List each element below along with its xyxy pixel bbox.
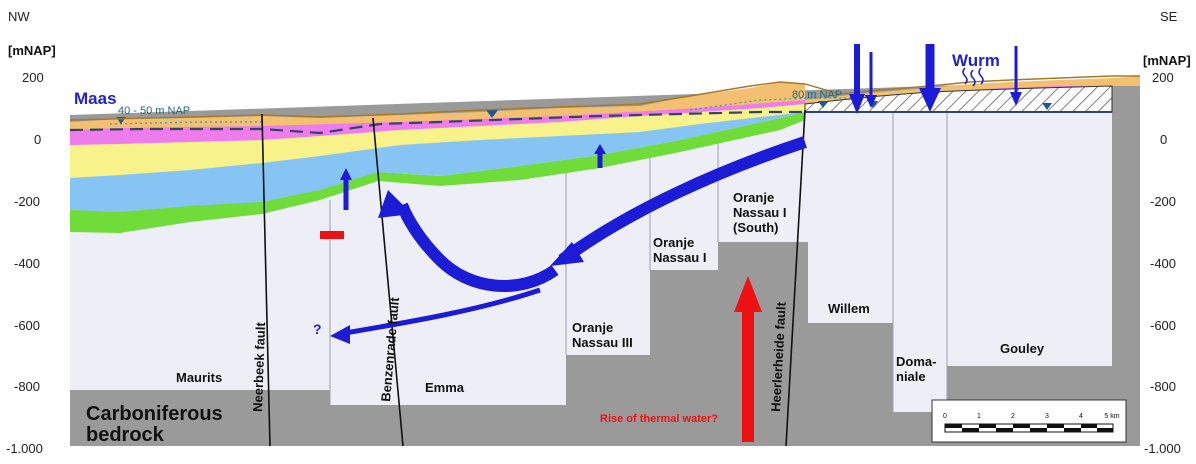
direction-se: SE [1160, 9, 1178, 24]
flow-arrows [330, 136, 807, 344]
mine-willem: Willem [828, 301, 870, 316]
blue-layer [70, 108, 805, 212]
scale-bar: 0 1 2 3 4 5 km [931, 399, 1127, 443]
orange-layer [70, 82, 805, 130]
small-up-arrowhead-1 [340, 168, 352, 180]
neerbeek-fault-label: Neerbeek fault [250, 321, 268, 412]
right-tick: 0 [1160, 132, 1167, 147]
scale-tick: 0 [943, 413, 947, 420]
scale-tick: 4 [1079, 413, 1083, 420]
thermal-water-label: Rise of thermal water? [600, 413, 718, 425]
scale-tick: 2 [1011, 413, 1015, 420]
yellow-layer [70, 100, 805, 178]
groundwater-table [69, 110, 805, 135]
mine-emma: Emma [425, 380, 465, 395]
question-mark: ? [313, 321, 322, 337]
scale-tick: 5 km [1104, 413, 1119, 420]
right-tick: -400 [1150, 256, 1176, 271]
right-tick: -800 [1150, 379, 1176, 394]
water-level-left-label: 40 - 50 m NAP [118, 105, 190, 117]
water-level-right-label: 80 m NAP [792, 89, 842, 101]
left-tick: 200 [22, 70, 44, 85]
left-tick: -400 [14, 256, 40, 271]
left-tick: 0 [34, 132, 41, 147]
deep-flow-arrow-shaft [344, 287, 541, 336]
surface-line [69, 75, 1140, 121]
heerlerheide-fault-label: Heerlerheide fault [768, 301, 789, 412]
water-level-line-right [689, 97, 860, 111]
direction-nw: NW [8, 9, 30, 24]
main-flow-arrow-shaft [558, 136, 807, 265]
mine-oranje-nassau-i-l2: Nassau I [653, 250, 706, 265]
small-up-arrowhead-2 [594, 144, 606, 154]
mine-oranje-nassau-i-south-l3: (South) [733, 220, 778, 235]
left-tick: -1.000 [6, 441, 43, 456]
deep-flow-arrowhead [330, 325, 350, 344]
unit-label-right: [mNAP] [1143, 53, 1191, 68]
left-tick: -600 [14, 318, 40, 333]
mine-maurits: Maurits [176, 370, 222, 385]
heerlerheide-fault-line [785, 109, 806, 447]
unit-label-left: [mNAP] [8, 43, 56, 58]
water-level-line-left [109, 121, 262, 125]
maas-label: Maas [74, 89, 117, 108]
mine-gouley: Gouley [1000, 341, 1045, 356]
green-layer [70, 112, 805, 233]
neerbeek-fault-line [261, 113, 271, 447]
mine-domaniale-l1: Doma- [896, 354, 936, 369]
mine-oranje-nassau-iii-l1: Oranje [572, 320, 613, 335]
wurm-label: Wurm [952, 51, 1000, 70]
left-axis-ticks: 200 0 -200 -400 -600 -800 -1.000 [6, 70, 44, 456]
mine-oranje-nassau-i-l1: Oranje [653, 235, 694, 250]
curve-arrowhead [378, 190, 412, 218]
right-tick: -200 [1150, 194, 1176, 209]
bedrock-label-l1: Carboniferous [86, 403, 223, 425]
curve-arrow-shaft [396, 202, 559, 292]
right-tick: -1.000 [1144, 441, 1181, 456]
scale-tick: 1 [977, 413, 981, 420]
mine-oranje-nassau-i-south-l2: Nassau I [733, 205, 786, 220]
benzenrade-fault-line [372, 117, 404, 447]
thermal-water-arrow [734, 276, 762, 442]
mine-domaniale-l2: niale [896, 369, 926, 384]
red-marker [320, 231, 344, 239]
left-tick: -800 [14, 379, 40, 394]
main-flow-arrowhead [550, 242, 584, 266]
right-tick: 200 [1152, 70, 1174, 85]
right-axis-ticks: 200 0 -200 -400 -600 -800 -1.000 [1144, 70, 1181, 456]
wurm-infiltration-icon [962, 67, 984, 87]
mine-oranje-nassau-i-south-l1: Oranje [733, 190, 774, 205]
right-tick: -600 [1150, 318, 1176, 333]
scale-tick: 3 [1045, 413, 1049, 420]
left-tick: -200 [14, 194, 40, 209]
recharge-arrows [849, 44, 1022, 114]
bedrock-label-l2: bedrock [86, 424, 165, 446]
mine-oranje-nassau-iii-l2: Nassau III [572, 335, 633, 350]
